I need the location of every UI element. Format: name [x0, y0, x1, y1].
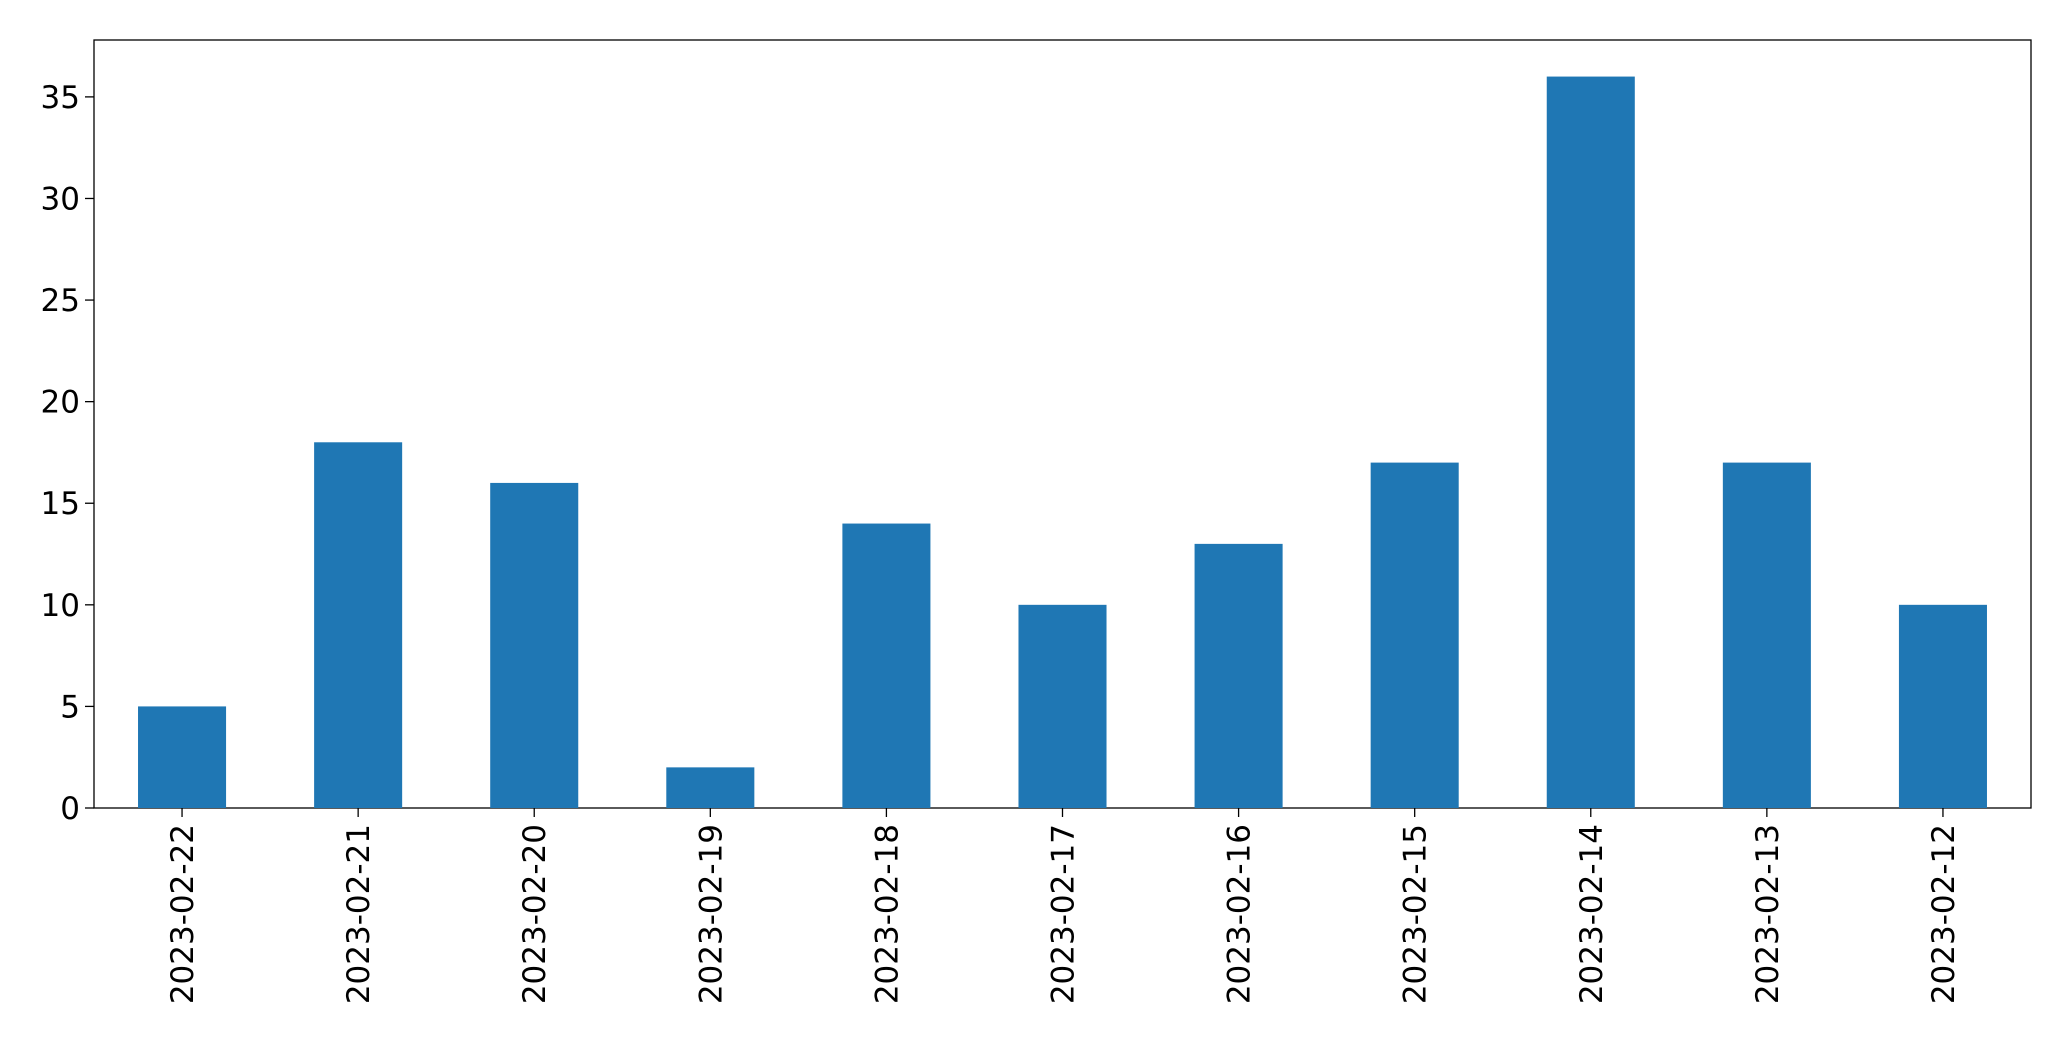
x-tick-label: 2023-02-14: [1574, 824, 1610, 1004]
x-tick-label: 2023-02-13: [1750, 824, 1786, 1004]
x-tick-label: 2023-02-16: [1222, 824, 1258, 1004]
bar: [1194, 543, 1283, 808]
y-tick-label: 10: [41, 588, 80, 624]
bar: [1018, 604, 1107, 808]
y-tick-label: 35: [41, 80, 80, 116]
x-tick-label: 2023-02-17: [1046, 824, 1082, 1004]
bar: [1370, 462, 1459, 808]
bar: [138, 706, 227, 808]
y-tick-label: 25: [41, 283, 80, 319]
bar: [666, 767, 755, 808]
x-tick-label: 2023-02-20: [517, 824, 553, 1004]
bar: [1898, 604, 1987, 808]
bar: [1546, 76, 1635, 809]
y-tick-label: 20: [41, 385, 80, 421]
x-tick-label: 2023-02-18: [869, 824, 905, 1004]
bar: [314, 442, 403, 808]
y-tick-label: 15: [41, 486, 80, 522]
y-tick-label: 5: [60, 689, 80, 725]
x-tick-label: 2023-02-19: [693, 824, 729, 1004]
bar: [842, 523, 931, 808]
x-tick-label: 2023-02-22: [165, 824, 201, 1004]
x-tick-label: 2023-02-12: [1926, 824, 1962, 1004]
x-tick-label: 2023-02-21: [341, 824, 377, 1004]
bar: [1722, 462, 1811, 808]
x-tick-label: 2023-02-15: [1398, 824, 1434, 1004]
y-tick-label: 0: [60, 791, 80, 827]
bar: [490, 482, 579, 808]
y-tick-label: 30: [41, 181, 80, 217]
